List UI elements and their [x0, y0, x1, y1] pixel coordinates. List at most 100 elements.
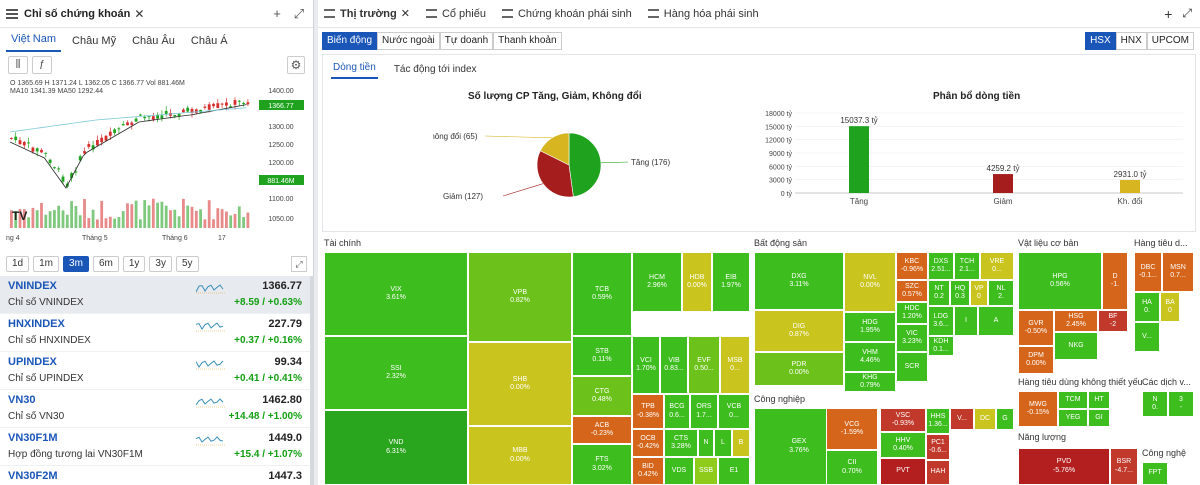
treemap-cell[interactable]: TCH 2.1...: [954, 252, 980, 280]
range-5y[interactable]: 5y: [175, 256, 199, 272]
index-candlestick-chart[interactable]: O 1365.69 H 1371.24 L 1362.05 C 1366.77 …: [4, 78, 309, 248]
close-icon[interactable]: ✕: [400, 8, 410, 20]
treemap-cell[interactable]: KDH 0.1...: [928, 336, 954, 356]
close-icon[interactable]: ✕: [134, 6, 145, 21]
treemap-cell[interactable]: SSB: [694, 457, 718, 485]
tab-americas[interactable]: Châu Mỹ: [72, 35, 117, 47]
tab-asia[interactable]: Châu Á: [190, 35, 228, 47]
exchange-hnx[interactable]: HNX: [1115, 32, 1147, 50]
candle-type-icon[interactable]: ⫼: [8, 56, 28, 74]
index-row[interactable]: VN30F2M 1447.3: [0, 466, 310, 485]
bar[interactable]: [993, 174, 1013, 193]
treemap-cell[interactable]: I: [954, 306, 978, 336]
range-1y[interactable]: 1y: [122, 256, 146, 272]
treemap-cell[interactable]: DC: [974, 408, 996, 430]
bar[interactable]: [849, 126, 869, 193]
treemap-cell[interactable]: BCG 0.6...: [664, 394, 690, 429]
treemap-cell[interactable]: BF -2: [1098, 310, 1128, 332]
index-row[interactable]: VNINDEX Chỉ số VNINDEX 1366.77 +8.59 / +0.6…: [0, 276, 310, 314]
treemap-cell[interactable]: OCB -0.42%: [632, 429, 664, 457]
treemap-cell[interactable]: HSG 2.45%: [1054, 310, 1098, 332]
treemap-cell[interactable]: MSB 0...: [720, 336, 750, 394]
tab-vietnam[interactable]: Việt Nam: [6, 33, 62, 52]
index-list-scrollbar[interactable]: [310, 276, 314, 485]
treemap-cell[interactable]: N: [698, 429, 714, 457]
treemap-cell[interactable]: PDR 0.00%: [754, 352, 844, 386]
subtab-foreign[interactable]: Nước ngoài: [377, 32, 440, 50]
fullscreen-icon[interactable]: ⤢: [291, 256, 307, 272]
treemap-cell[interactable]: BA 0: [1160, 292, 1180, 322]
subtab-proprietary[interactable]: Tự doanh: [439, 32, 494, 50]
gear-icon[interactable]: ⚙: [287, 56, 305, 74]
treemap-cell[interactable]: KHG 0.79%: [844, 372, 896, 392]
treemap-cell[interactable]: VIC 3.23%: [896, 324, 928, 352]
subtab-movement[interactable]: Biến động: [322, 32, 378, 50]
treemap-cell[interactable]: HDC 1.20%: [896, 302, 928, 324]
exchange-hsx[interactable]: HSX: [1085, 32, 1116, 50]
treemap-cell[interactable]: B: [732, 429, 750, 457]
treemap-cell[interactable]: A: [978, 306, 1014, 336]
indicator-icon[interactable]: ƒ: [32, 56, 52, 74]
treemap-cell[interactable]: HQ 0.3: [950, 280, 970, 306]
treemap-cell[interactable]: TCM: [1058, 391, 1088, 409]
treemap-cell[interactable]: HHS 1.36...: [926, 408, 950, 434]
treemap-cell[interactable]: VDS: [664, 457, 694, 485]
treemap-cell[interactable]: CII 0.70%: [826, 450, 878, 485]
treemap-cell[interactable]: VP 0: [970, 280, 988, 306]
treemap-cell[interactable]: STB 0.11%: [572, 336, 632, 376]
treemap-cell[interactable]: NVL 0.00%: [844, 252, 896, 312]
bar[interactable]: [1120, 179, 1140, 193]
treemap-cell[interactable]: L: [714, 429, 732, 457]
treemap-cell[interactable]: LDG 3.6...: [928, 306, 954, 336]
treemap-cell[interactable]: MBB 0.00%: [468, 426, 572, 485]
range-1m[interactable]: 1m: [33, 256, 60, 272]
treemap-cell[interactable]: DXS 2.51...: [928, 252, 954, 280]
treemap-cell[interactable]: TCB 0.59%: [572, 252, 632, 336]
exchange-upcom[interactable]: UPCOM: [1146, 32, 1194, 50]
treemap-cell[interactable]: VSC -0.93%: [880, 408, 926, 432]
treemap-cell[interactable]: HDB 0.00%: [682, 252, 712, 312]
treemap-cell[interactable]: KBC -0.96%: [896, 252, 928, 280]
expand-icon[interactable]: ⤢: [1182, 6, 1192, 20]
treemap-cell[interactable]: NKG: [1054, 332, 1098, 360]
treemap-cell[interactable]: VPB 0.82%: [468, 252, 572, 342]
treemap-cell[interactable]: VCG -1.59%: [826, 408, 878, 450]
add-icon[interactable]: +: [1164, 5, 1173, 22]
range-6m[interactable]: 6m: [92, 256, 119, 272]
treemap-cell[interactable]: NT 0.2: [928, 280, 950, 306]
treemap-cell[interactable]: EVF 0.50...: [688, 336, 720, 394]
treemap-cell[interactable]: HAH: [926, 460, 950, 485]
treemap-cell[interactable]: FTS 3.02%: [572, 444, 632, 485]
range-3y[interactable]: 3y: [149, 256, 172, 272]
treemap-cell[interactable]: DBC -0.1...: [1134, 252, 1162, 292]
treemap-cell[interactable]: N 0.: [1142, 391, 1168, 417]
treemap-cell[interactable]: G: [996, 408, 1014, 430]
tab-market[interactable]: Thị trường ✕: [324, 7, 410, 20]
treemap-cell[interactable]: E1: [718, 457, 750, 485]
treemap-cell[interactable]: PVD -5.76%: [1018, 448, 1110, 485]
treemap-cell[interactable]: PVT: [880, 458, 926, 485]
range-1d[interactable]: 1d: [6, 256, 30, 272]
index-row[interactable]: HNXINDEX Chỉ số HNXINDEX 227.79 +0.37 / +0.…: [0, 314, 310, 352]
treemap-cell[interactable]: HHV 0.40%: [880, 432, 926, 458]
treemap-cell[interactable]: 3-: [1168, 391, 1194, 417]
treemap-cell[interactable]: MWG -0.15%: [1018, 391, 1058, 427]
treemap-cell[interactable]: VIB 0.83...: [660, 336, 688, 394]
treemap-cell[interactable]: PC1 -0.6...: [926, 434, 950, 460]
treemap-cell[interactable]: VHM 4.46%: [844, 342, 896, 372]
expand-icon[interactable]: ⤢: [293, 5, 305, 21]
treemap-cell[interactable]: VND 6.31%: [324, 410, 468, 485]
tab-europe[interactable]: Châu Âu: [132, 35, 175, 47]
treemap-cell[interactable]: ACB -0.23%: [572, 416, 632, 444]
treemap-cell[interactable]: CTS 3.28%: [664, 429, 698, 457]
treemap-cell[interactable]: GVR -0.50%: [1018, 310, 1054, 346]
treemap-cell[interactable]: HPG 0.56%: [1018, 252, 1102, 310]
treemap-cell[interactable]: NL 2.: [988, 280, 1014, 306]
pie-slice[interactable]: [536, 150, 574, 198]
tab-commodity-derivatives[interactable]: Hàng hóa phái sinh: [647, 8, 759, 20]
index-row[interactable]: VN30F1M Hợp đồng tương lai VN30F1M 1449.0 +…: [0, 428, 310, 466]
treemap-cell[interactable]: VIX 3.61%: [324, 252, 468, 336]
treemap-cell[interactable]: GI: [1088, 409, 1110, 427]
tab-cashflow[interactable]: Dòng tiền: [331, 62, 378, 79]
treemap-cell[interactable]: FPT: [1142, 462, 1168, 485]
